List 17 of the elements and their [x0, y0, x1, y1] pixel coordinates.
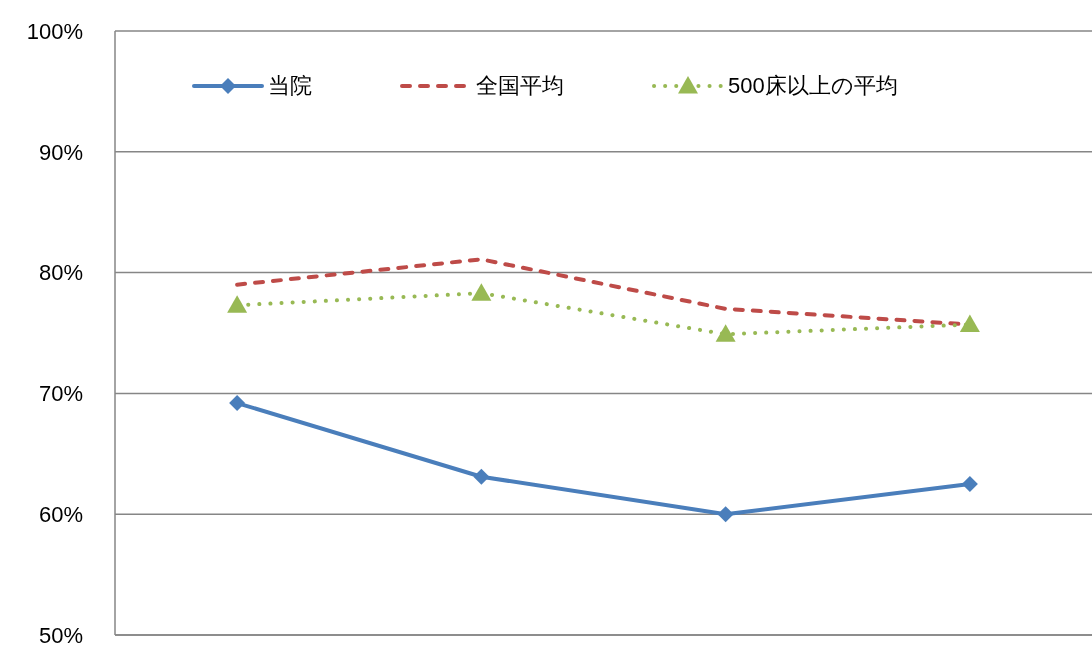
y-tick-label: 60%: [38, 502, 83, 528]
point: [227, 295, 248, 313]
y-tick-label: 80%: [38, 260, 83, 286]
y-tick-label: 90%: [38, 139, 83, 165]
point: [717, 506, 734, 523]
y-tick-label: 70%: [38, 381, 83, 407]
point: [959, 314, 980, 333]
legend-label: 500床以上の平均: [728, 72, 898, 100]
legend-label: 全国平均: [476, 72, 564, 100]
point: [229, 395, 246, 412]
legend-label: 当院: [268, 72, 312, 100]
point: [471, 283, 492, 301]
point: [473, 468, 490, 485]
y-tick-label: 100%: [26, 18, 83, 44]
y-tick-label: 50%: [38, 622, 83, 648]
point: [715, 324, 736, 342]
point: [961, 476, 978, 492]
